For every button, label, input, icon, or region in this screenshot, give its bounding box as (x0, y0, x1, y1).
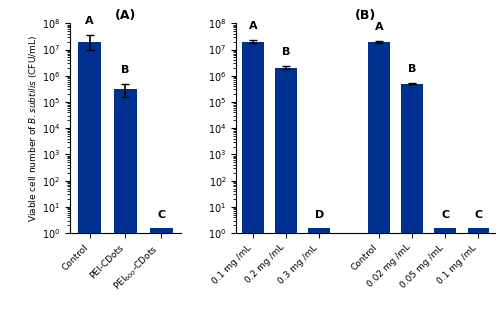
Text: C: C (474, 209, 482, 219)
Text: B: B (121, 65, 130, 75)
Bar (114, 90, 137, 333)
Bar (434, 228, 456, 333)
Text: B: B (408, 64, 416, 74)
Bar (242, 42, 264, 333)
Text: A: A (86, 16, 94, 26)
Title: (A): (A) (114, 9, 136, 22)
Text: B: B (282, 47, 290, 57)
Text: C: C (157, 209, 166, 219)
Bar (78, 42, 102, 333)
Text: C: C (441, 209, 450, 219)
Bar (402, 84, 423, 333)
Bar (368, 42, 390, 333)
Bar (468, 228, 489, 333)
Y-axis label: Viable cell number of $\it{B. subtilis}$ (CFU/mL): Viable cell number of $\it{B. subtilis}$… (27, 35, 39, 222)
Bar (276, 68, 297, 333)
Text: D: D (314, 209, 324, 219)
Bar (308, 228, 330, 333)
Bar (150, 228, 173, 333)
Text: A: A (248, 21, 257, 31)
Text: A: A (374, 22, 383, 32)
Title: (B): (B) (355, 9, 376, 22)
